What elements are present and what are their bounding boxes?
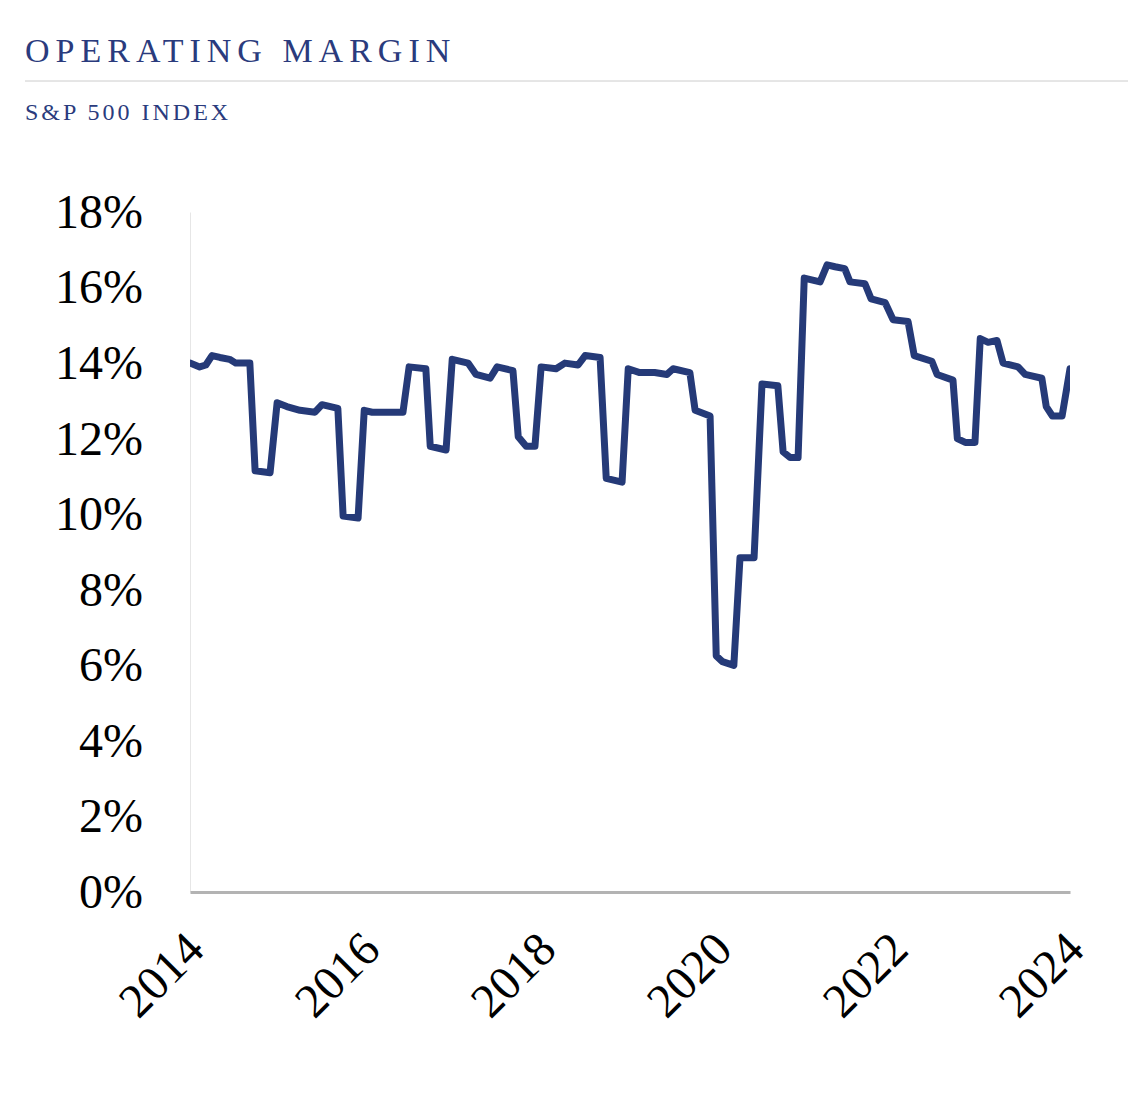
y-tick-label: 8% (79, 563, 143, 616)
margin-line (190, 265, 1070, 665)
y-tick: 14% (55, 336, 190, 389)
plot-area (190, 265, 1070, 665)
y-tick-label: 14% (55, 336, 143, 389)
x-tick-label: 2022 (812, 922, 917, 1027)
y-tick: 0% (79, 865, 190, 918)
x-tick: 2018 (460, 892, 565, 1027)
y-tick-label: 4% (79, 714, 143, 767)
y-tick: 12% (55, 412, 190, 465)
y-tick: 4% (79, 714, 190, 767)
x-axis-line (191, 891, 1071, 894)
y-tick-label: 6% (79, 638, 143, 691)
x-axis: 2014 2016 2018 2020 2022 2024 (108, 892, 1093, 1027)
y-tick-label: 16% (55, 260, 143, 313)
x-tick-label: 2024 (988, 922, 1093, 1027)
x-tick: 2016 (284, 892, 389, 1027)
y-axis-line (190, 213, 191, 893)
title-rule (25, 81, 1128, 82)
chart: OPERATING MARGIN S&P 500 INDEX 0% 2% 4% 6% 8% 1… (0, 0, 1128, 1110)
y-tick: 16% (55, 260, 190, 313)
y-tick-label: 10% (55, 487, 143, 540)
y-tick-label: 12% (55, 412, 143, 465)
x-tick: 2014 (108, 892, 213, 1027)
x-tick-label: 2014 (108, 922, 213, 1027)
y-tick-label: 2% (79, 789, 143, 842)
y-tick: 8% (79, 563, 190, 616)
x-tick: 2024 (988, 892, 1093, 1027)
x-tick: 2020 (636, 892, 741, 1027)
title: OPERATING MARGIN (25, 32, 456, 69)
y-tick-label: 18% (55, 185, 143, 238)
x-tick-label: 2016 (284, 922, 389, 1027)
x-tick-label: 2018 (460, 922, 565, 1027)
x-tick: 2022 (812, 892, 917, 1027)
y-tick: 6% (79, 638, 190, 691)
y-tick: 10% (55, 487, 190, 540)
y-tick: 18% (55, 185, 190, 238)
x-tick-label: 2020 (636, 922, 741, 1027)
y-axis: 0% 2% 4% 6% 8% 10% 12% 14% 16% 18% (55, 185, 190, 918)
subtitle: S&P 500 INDEX (25, 99, 231, 125)
y-tick: 2% (79, 789, 190, 842)
y-tick-label: 0% (79, 865, 143, 918)
